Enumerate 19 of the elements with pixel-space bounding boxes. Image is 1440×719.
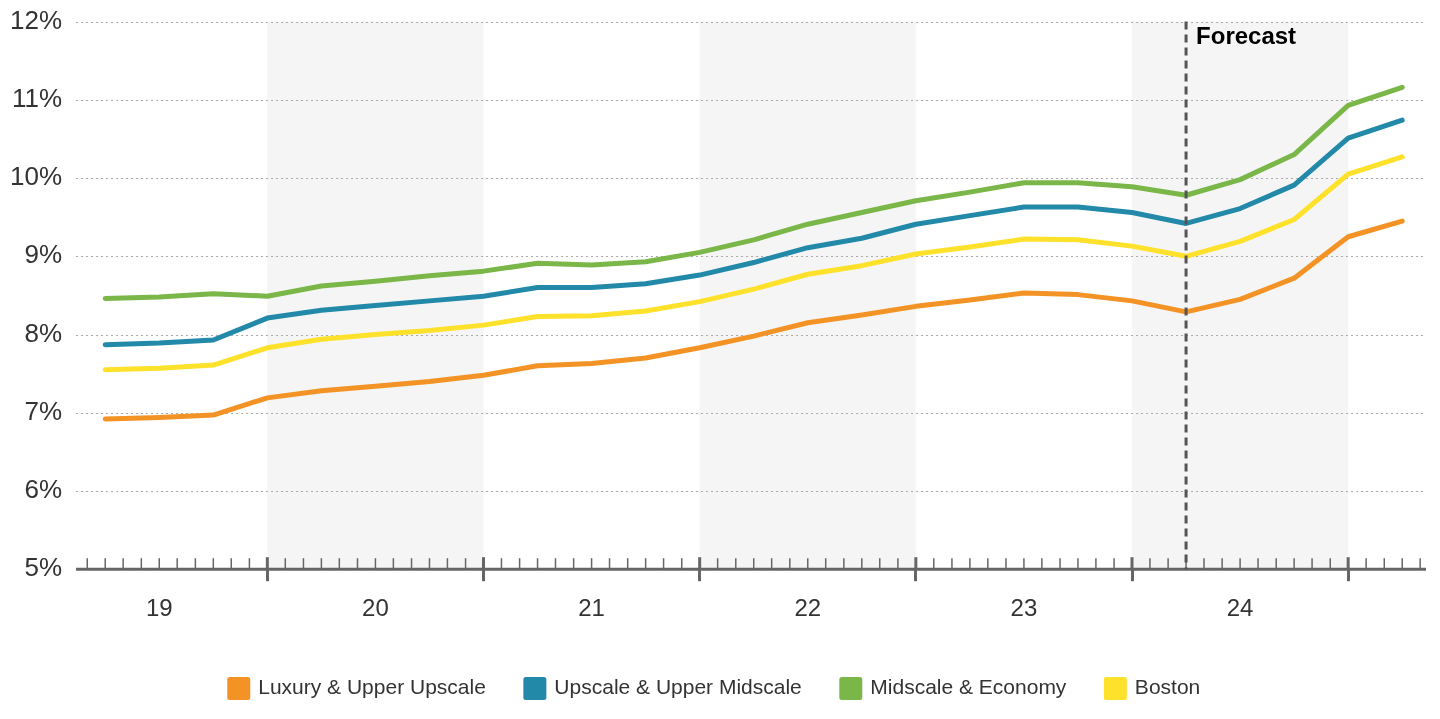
y-tick-label: 7% xyxy=(24,395,63,426)
y-tick-label: 8% xyxy=(24,317,63,348)
y-tick-label: 12% xyxy=(9,4,63,35)
y-tick-label: 5% xyxy=(24,552,63,583)
y-tick-label: 11% xyxy=(11,83,63,113)
x-tick-label: 24 xyxy=(1226,594,1254,622)
x-tick-label: 23 xyxy=(1010,594,1038,622)
legend-label: Midscale & Economy xyxy=(870,675,1067,699)
legend-label: Boston xyxy=(1134,675,1201,699)
y-tick-label: 6% xyxy=(24,474,63,505)
ref-line-label: Forecast xyxy=(1196,22,1297,50)
x-tick-label: 22 xyxy=(794,594,822,622)
legend-label: Upscale & Upper Midscale xyxy=(554,675,802,699)
legend-label: Luxury & Upper Upscale xyxy=(258,675,486,699)
y-tick-label: 10% xyxy=(9,161,63,192)
x-tick-label: 20 xyxy=(362,594,389,622)
x-tick-label: 21 xyxy=(578,594,605,622)
y-tick-label: 9% xyxy=(24,239,63,270)
x-tick-label: 19 xyxy=(145,594,173,622)
